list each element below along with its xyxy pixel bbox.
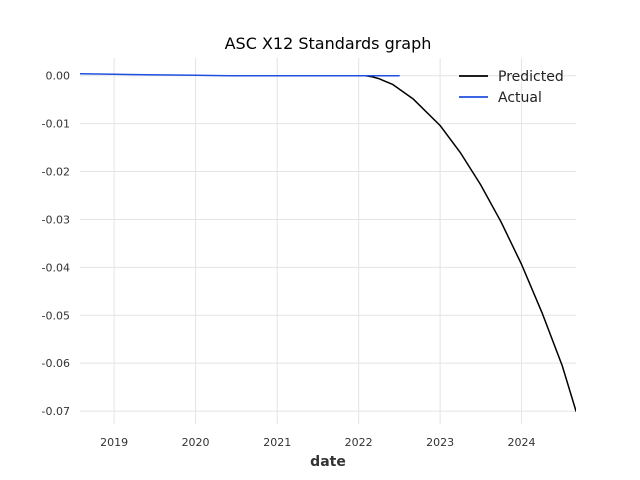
x-tick-label: 2024 bbox=[508, 436, 536, 449]
y-tick-label: -0.04 bbox=[42, 261, 70, 274]
legend: Predicted Actual bbox=[459, 69, 564, 106]
x-tick-label: 2023 bbox=[426, 436, 454, 449]
x-tick-label: 2021 bbox=[263, 436, 291, 449]
series-line-predicted bbox=[357, 74, 576, 412]
y-tick-label: -0.07 bbox=[42, 405, 70, 418]
y-tick-label: -0.03 bbox=[42, 213, 70, 226]
series-line-actual bbox=[80, 73, 400, 77]
y-tick-label: 0.00 bbox=[46, 70, 71, 83]
x-tick-label: 2020 bbox=[182, 436, 210, 449]
y-tick-label: -0.05 bbox=[42, 309, 70, 322]
x-tick-label: 2022 bbox=[345, 436, 373, 449]
legend-label: Predicted bbox=[498, 69, 564, 85]
y-tick-label: -0.06 bbox=[42, 357, 70, 370]
chart-title: ASC X12 Standards graph bbox=[225, 34, 432, 53]
legend-label: Actual bbox=[498, 90, 542, 106]
grid-lines bbox=[80, 58, 576, 424]
y-tick-label: -0.02 bbox=[42, 166, 70, 179]
tick-labels: 2019 2020 2021 2022 2023 2024 0.00 -0.01 -0.02 -0… bbox=[42, 70, 536, 449]
x-axis-label: date bbox=[310, 454, 346, 470]
y-tick-label: -0.01 bbox=[42, 118, 70, 131]
x-tick-label: 2019 bbox=[100, 436, 128, 449]
series-lines bbox=[80, 73, 576, 412]
